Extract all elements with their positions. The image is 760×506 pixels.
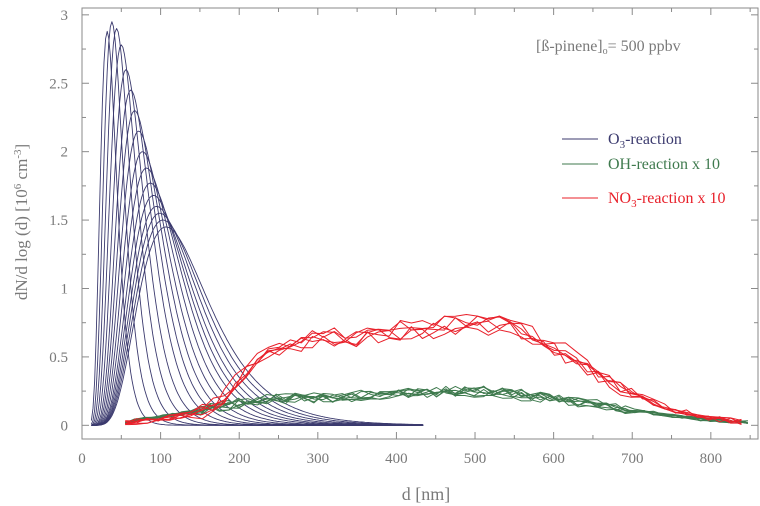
y-tick-label: 2.5 bbox=[49, 76, 68, 92]
o3-series-line bbox=[91, 151, 424, 426]
legend-label: OH-reaction x 10 bbox=[608, 156, 720, 173]
o3-series-line bbox=[90, 21, 424, 426]
y-tick-label: 0 bbox=[61, 418, 69, 434]
y-tick-label: 1.5 bbox=[49, 213, 68, 229]
y-axis-label: dN/d log (d) [106 cm-3] bbox=[12, 144, 31, 300]
no3-series-line bbox=[125, 315, 742, 424]
y-tick-label: 0.5 bbox=[49, 350, 68, 366]
o3-series-line bbox=[91, 110, 424, 426]
o3-series-line bbox=[91, 212, 424, 426]
o3-series-line bbox=[91, 44, 424, 426]
no3-series-line bbox=[125, 315, 742, 425]
y-axis: 0 0.5 1 1.5 2 2.5 3 bbox=[49, 8, 758, 434]
x-tick-label: 800 bbox=[700, 451, 723, 467]
x-tick-label: 500 bbox=[464, 451, 487, 467]
x-tick-label: 600 bbox=[542, 451, 565, 467]
legend: O3-reaction OH-reaction x 10 NO3-reaction … bbox=[562, 131, 725, 210]
legend-label: O3-reaction bbox=[608, 131, 682, 151]
oh-series-line bbox=[125, 389, 748, 425]
x-tick-label: 0 bbox=[78, 451, 86, 467]
x-tick-label: 300 bbox=[307, 451, 330, 467]
x-tick-label: 200 bbox=[228, 451, 251, 467]
concentration-annotation: [ß-pinene]o= 500 ppbv bbox=[536, 38, 681, 57]
plot-border bbox=[81, 7, 759, 440]
y-tick-label: 1 bbox=[61, 281, 69, 297]
x-tick-label: 700 bbox=[621, 451, 644, 467]
o3-series-line bbox=[91, 28, 424, 426]
o3-series-line bbox=[91, 167, 424, 426]
o3-series-line bbox=[90, 30, 424, 426]
oh-series-line bbox=[124, 388, 748, 425]
x-tick-label: 400 bbox=[385, 451, 408, 467]
x-tick-label: 100 bbox=[149, 451, 172, 467]
x-axis-label: d [nm] bbox=[402, 484, 451, 504]
y-tick-label: 3 bbox=[61, 8, 69, 24]
y-tick-label: 2 bbox=[61, 145, 69, 161]
plot-frame bbox=[81, 7, 759, 440]
x-axis: 0 100 200 300 400 500 600 700 800 bbox=[78, 8, 751, 467]
series-layer bbox=[90, 21, 748, 426]
o3-series-line bbox=[91, 219, 424, 426]
o3-series-line bbox=[91, 226, 424, 426]
legend-label: NO3-reaction x 10 bbox=[608, 190, 725, 210]
